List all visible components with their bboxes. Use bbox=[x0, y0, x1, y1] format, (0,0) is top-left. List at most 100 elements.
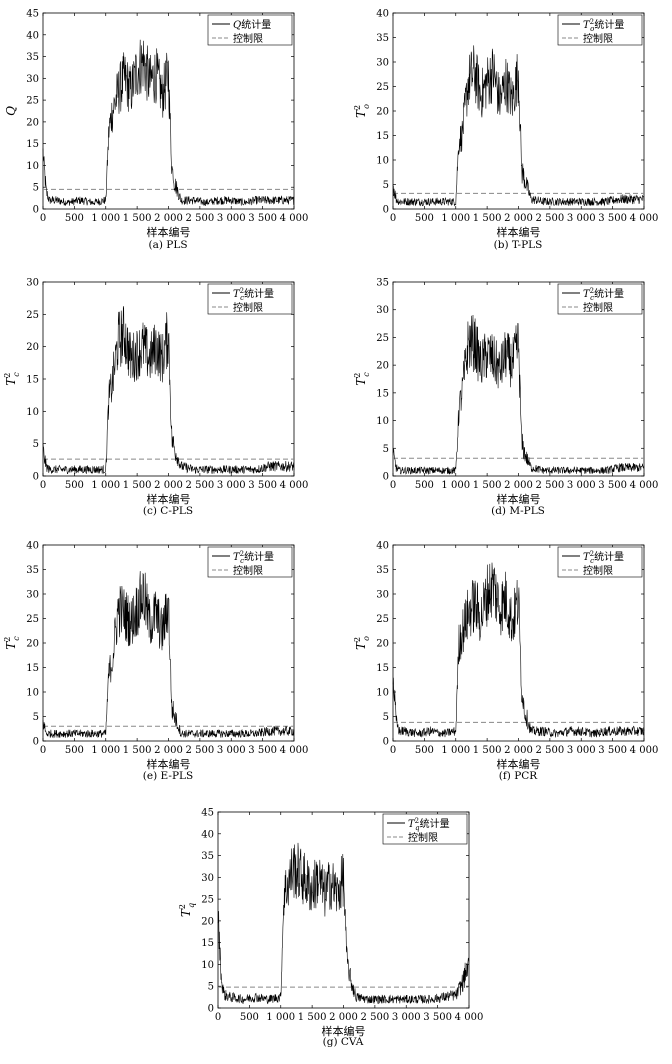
chart-panel: 0 500 1 000 1 500 2 000 2 500 3 000 3 500 4 000 0… bbox=[353, 278, 658, 518]
x-tick-label: 500 bbox=[65, 213, 84, 224]
x-tick-label: 1 500 bbox=[123, 213, 152, 224]
legend-text: 统计量 bbox=[594, 550, 624, 563]
chart-panel: 0 500 1 000 1 500 2 000 2 500 3 000 3 500 4 000 0… bbox=[3, 278, 308, 518]
x-tick-label: 2 500 bbox=[536, 745, 565, 756]
statistic-series-line bbox=[42, 571, 295, 739]
chart-panel: 0 500 1 000 1 500 2 000 2 500 3 000 3 500 4 000 0… bbox=[3, 541, 308, 783]
legend-box bbox=[557, 283, 643, 315]
y-tick-label: 10 bbox=[201, 960, 214, 971]
legend-text: 控制限 bbox=[583, 32, 613, 45]
x-tick-label: 1 000 bbox=[91, 745, 120, 756]
panel-caption: (a) PLS bbox=[148, 239, 187, 251]
y-tick-label: 25 bbox=[201, 895, 214, 906]
y-tick-label: 5 bbox=[383, 180, 389, 191]
panel-caption: (e) E-PLS bbox=[143, 770, 193, 782]
legend-box bbox=[207, 283, 293, 315]
x-tick-label: 500 bbox=[415, 480, 434, 491]
y-tick-label: 45 bbox=[201, 808, 214, 819]
y-tick-label: 35 bbox=[376, 33, 389, 44]
legend-text: 控制限 bbox=[233, 301, 263, 314]
x-tick-label: 2 500 bbox=[536, 213, 565, 224]
y-axis-label: T2c bbox=[3, 372, 21, 386]
y-tick-label: 20 bbox=[26, 117, 39, 128]
y-tick-label: 40 bbox=[26, 541, 39, 552]
y-tick-label: 15 bbox=[201, 938, 214, 949]
legend-symbol-base: T bbox=[583, 20, 591, 31]
y-tick-label: 30 bbox=[26, 590, 39, 601]
y-tick-label: 15 bbox=[26, 375, 39, 386]
x-tick-label: 2 000 bbox=[154, 480, 183, 491]
x-tick-label: 3 000 bbox=[217, 745, 246, 756]
statistic-series-line bbox=[42, 39, 295, 206]
y-axis-label: T2o bbox=[353, 636, 371, 650]
x-tick-label: 3 000 bbox=[567, 745, 596, 756]
legend-symbol-sub: c bbox=[240, 294, 244, 302]
x-tick-label: 3 000 bbox=[217, 480, 246, 491]
y-tick-label: 5 bbox=[33, 712, 39, 723]
x-tick-label: 2 500 bbox=[536, 480, 565, 491]
x-tick-label: 4 000 bbox=[630, 480, 659, 491]
legend-symbol-base: Q bbox=[233, 20, 241, 31]
x-tick-label: 500 bbox=[65, 480, 84, 491]
legend-box bbox=[382, 813, 468, 845]
legend-entry: T2 o统计量 bbox=[583, 18, 624, 33]
legend-text: 统计量 bbox=[244, 287, 274, 300]
legend-text: 统计量 bbox=[244, 550, 274, 563]
x-tick-label: 500 bbox=[240, 1012, 259, 1023]
y-tick-label: 35 bbox=[201, 851, 214, 862]
y-tick-label: 35 bbox=[26, 52, 39, 63]
legend-symbol-sup: 2 bbox=[590, 550, 594, 558]
x-tick-label: 1 500 bbox=[473, 213, 502, 224]
y-tick-label: 20 bbox=[26, 639, 39, 650]
statistic-series-line bbox=[392, 314, 645, 475]
statistic-series-line bbox=[392, 45, 645, 207]
x-tick-label: 3 000 bbox=[392, 1012, 421, 1023]
legend-symbol-sub: c bbox=[590, 294, 594, 302]
x-axis-label: 样本编号 bbox=[497, 225, 541, 239]
statistic-series-line bbox=[217, 842, 470, 1005]
y-tick-label: 10 bbox=[26, 161, 39, 172]
y-tick-label: 30 bbox=[376, 590, 389, 601]
legend-symbol-sup: 2 bbox=[590, 287, 594, 295]
y-tick-label: 5 bbox=[33, 183, 39, 194]
x-tick-label: 500 bbox=[65, 745, 84, 756]
x-tick-label: 2 000 bbox=[154, 745, 183, 756]
x-tick-label: 3 500 bbox=[598, 480, 627, 491]
legend-text: 控制限 bbox=[583, 301, 613, 314]
y-tick-label: 45 bbox=[26, 9, 39, 20]
y-label-base: T bbox=[354, 377, 368, 386]
x-tick-label: 1 000 bbox=[91, 213, 120, 224]
y-tick-label: 0 bbox=[33, 737, 39, 748]
y-label-sub: q bbox=[187, 903, 196, 908]
statistic-series-line bbox=[42, 306, 295, 475]
y-tick-label: 40 bbox=[201, 829, 214, 840]
y-tick-label: 15 bbox=[376, 131, 389, 142]
y-label-sub: o bbox=[362, 104, 371, 109]
legend-symbol-base: T bbox=[583, 552, 591, 563]
x-tick-label: 1 000 bbox=[266, 1012, 295, 1023]
y-axis-label: T2q bbox=[178, 903, 196, 917]
y-tick-label: 10 bbox=[376, 688, 389, 699]
x-tick-label: 0 bbox=[40, 480, 46, 491]
y-tick-label: 20 bbox=[201, 916, 214, 927]
y-tick-label: 40 bbox=[26, 30, 39, 41]
x-tick-label: 1 000 bbox=[441, 213, 470, 224]
legend-box bbox=[207, 546, 293, 578]
legend-entry: 控制限 bbox=[233, 301, 263, 314]
y-tick-label: 25 bbox=[26, 96, 39, 107]
legend-symbol-base: T bbox=[408, 819, 416, 830]
x-tick-label: 1 000 bbox=[441, 745, 470, 756]
panel-caption: (b) T-PLS bbox=[494, 239, 543, 251]
legend-entry: T2 c统计量 bbox=[583, 550, 624, 565]
x-tick-label: 3 000 bbox=[567, 213, 596, 224]
x-tick-label: 2 000 bbox=[504, 480, 533, 491]
legend-text: 控制限 bbox=[408, 831, 438, 844]
y-tick-label: 40 bbox=[376, 541, 389, 552]
legend-text: 统计量 bbox=[241, 18, 271, 31]
x-tick-label: 1 000 bbox=[441, 480, 470, 491]
